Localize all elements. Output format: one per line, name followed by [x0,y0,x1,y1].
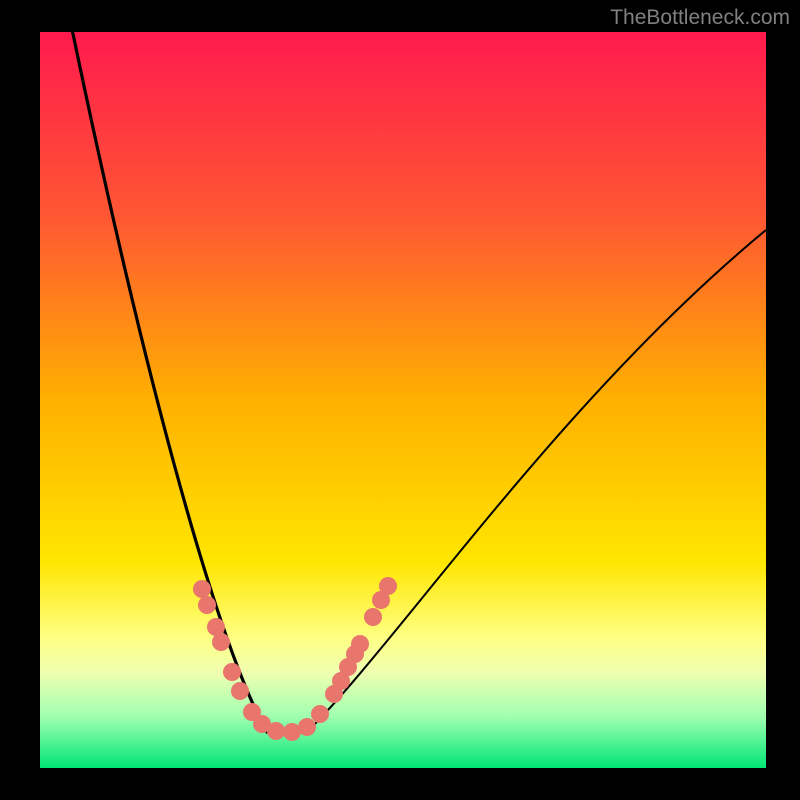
curve-left-branch [66,0,307,732]
data-marker [351,635,369,653]
marker-group [193,577,397,741]
data-marker [198,596,216,614]
data-marker [267,722,285,740]
data-marker [364,608,382,626]
data-marker [298,718,316,736]
data-marker [379,577,397,595]
watermark-text: TheBottleneck.com [610,6,790,30]
data-marker [223,663,241,681]
chart-container: TheBottleneck.com [0,0,800,800]
data-marker [231,682,249,700]
curve-right-branch [307,230,766,732]
chart-svg [0,0,800,800]
data-marker [212,633,230,651]
data-marker [193,580,211,598]
data-marker [311,705,329,723]
